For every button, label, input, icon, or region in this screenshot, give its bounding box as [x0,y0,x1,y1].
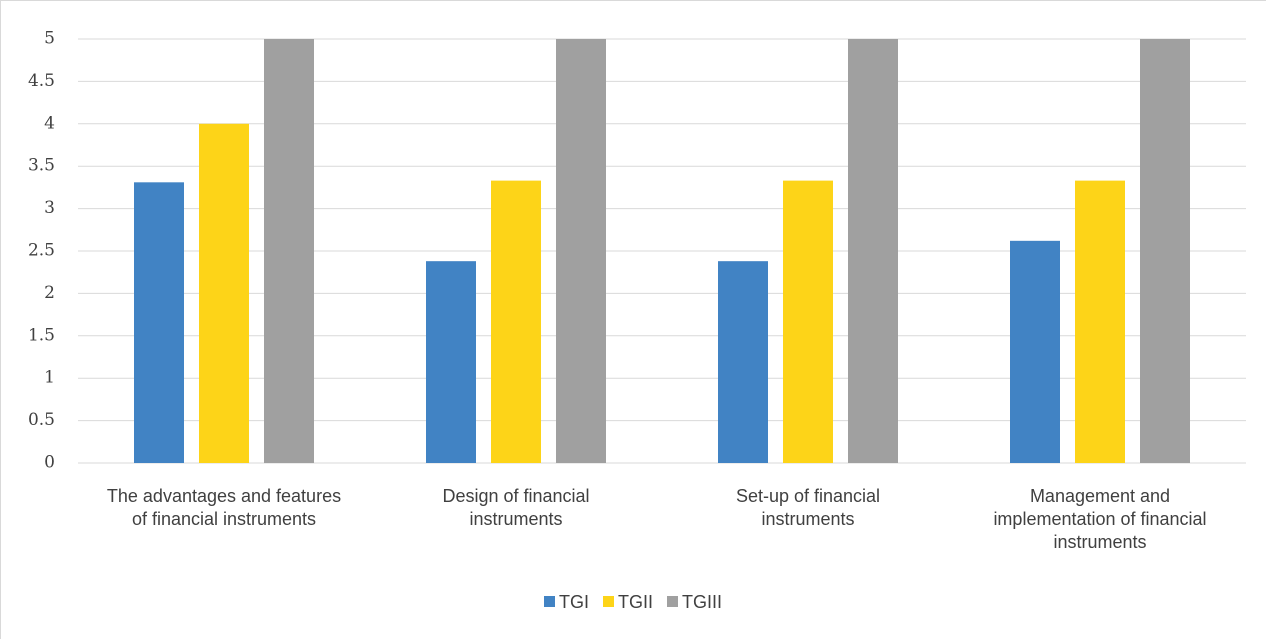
legend-swatch [667,596,678,607]
legend-label: TGII [618,592,653,612]
bar [134,182,184,463]
x-tick-label: Design of financial instruments [442,486,590,529]
bar [1140,39,1190,463]
y-tick-label: 0.5 [28,410,55,430]
x-tick-label: The advantages and features of financial… [106,486,342,529]
bar [848,39,898,463]
x-tick-label: Management and implementation of financi… [993,486,1207,552]
y-tick-label: 4 [44,113,55,133]
legend-swatch [603,596,614,607]
bar [1075,180,1125,463]
y-tick-label: 2 [44,283,55,303]
bar [718,261,768,463]
bar [264,39,314,463]
y-tick-label: 3.5 [28,156,55,176]
legend-label: TGI [559,592,589,612]
y-tick-label: 1.5 [28,325,55,345]
x-tick-label: Set-up of financial instruments [735,486,881,529]
y-tick-label: 1 [44,368,55,388]
legend-swatch [544,596,555,607]
y-tick-label: 0 [44,453,55,473]
legend-label: TGIII [682,592,722,612]
bar [426,261,476,463]
y-tick-label: 4.5 [28,71,55,91]
y-tick-label: 5 [44,29,55,49]
bar [556,39,606,463]
bar [199,123,249,464]
bar [1010,240,1060,463]
y-tick-label: 3 [44,198,55,218]
bar [783,180,833,463]
y-tick-label: 2.5 [28,241,55,261]
bar [491,180,541,463]
